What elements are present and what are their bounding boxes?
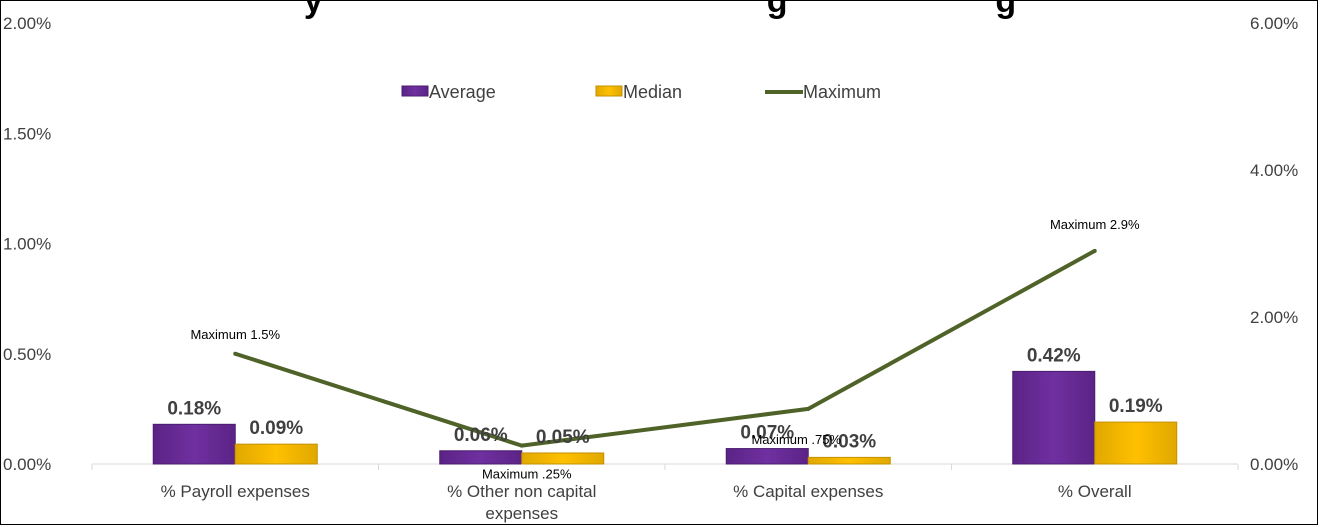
x-category-label: % Other non capital [447,482,596,501]
annotation-maximum: Maximum .25% [482,467,572,482]
data-label-average: 0.06% [454,425,508,446]
y-right-tick-label: 0.00% [1250,455,1298,474]
legend-label-average: Average [429,82,496,102]
bar-median [807,456,891,465]
y-left-tick-label: 1.50% [3,124,51,143]
x-category-label: % Overall [1058,482,1132,501]
y-left-tick-label: 0.00% [3,455,51,474]
data-label-median: 0.09% [249,418,303,439]
bar-average [439,450,523,465]
annotation-maximum: Maximum 1.5% [190,327,280,342]
bar-average [152,423,236,465]
point-maximum [519,443,524,448]
point-maximum [233,351,238,356]
legend-swatch-median [595,85,623,97]
data-label-average: 0.42% [1027,345,1081,366]
legend-swatch-average [401,85,429,97]
bar-average [1012,370,1096,465]
y-left-tick-label: 0.50% [3,345,51,364]
chart-title-fragment: y g g [304,0,1016,20]
y-left-tick-label: 1.00% [3,235,51,254]
legend-label-maximum: Maximum [803,82,881,102]
bar-median [1094,421,1178,465]
bar-average [725,448,809,465]
x-category-label: expenses [485,504,558,523]
y-right-tick-label: 4.00% [1250,161,1298,180]
data-label-average: 0.07% [740,423,794,444]
y-right-tick-label: 2.00% [1250,308,1298,327]
bar-median [234,443,318,465]
point-maximum [1092,248,1097,253]
annotation-maximum: Maximum 2.9% [1050,217,1140,232]
bar-median [521,452,605,465]
x-category-label: % Payroll expenses [161,482,310,501]
y-right-tick-label: 6.00% [1250,14,1298,33]
data-label-median: 0.19% [1109,396,1163,417]
annotation-maximum: Maximum .75% [751,432,841,447]
line-maximum [234,249,1096,448]
legend-label-median: Median [623,82,682,102]
data-label-median: 0.05% [536,427,590,448]
data-label-median: 0.03% [822,431,876,452]
x-category-label: % Capital expenses [733,482,883,501]
data-label-average: 0.18% [167,398,221,419]
point-maximum [806,406,811,411]
y-left-tick-label: 2.00% [3,14,51,33]
